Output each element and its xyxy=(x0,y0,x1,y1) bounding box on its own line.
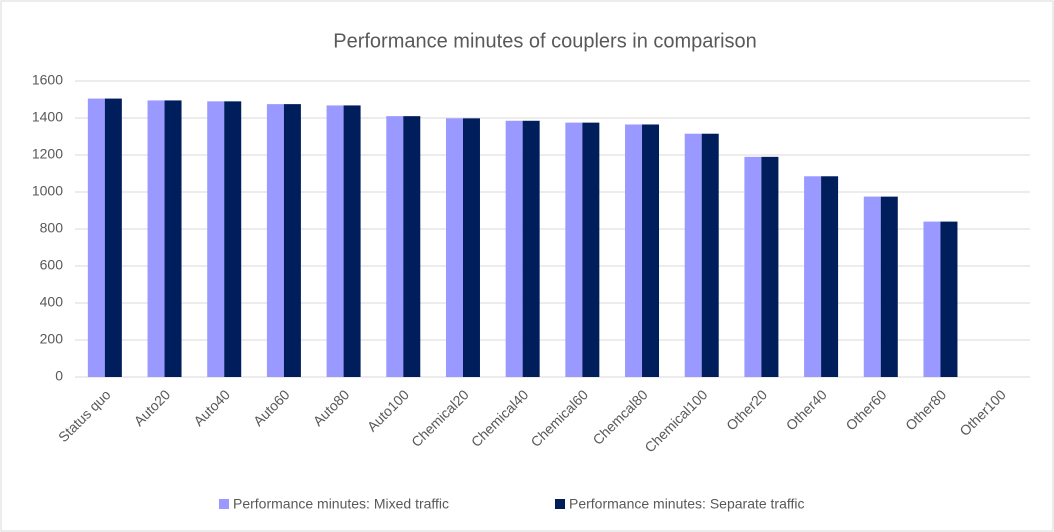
bar xyxy=(761,156,779,377)
bar xyxy=(207,101,225,377)
bar xyxy=(744,156,762,377)
legend-label: Performance minutes: Separate traffic xyxy=(569,496,805,512)
y-tick-label: 400 xyxy=(40,294,64,310)
bar xyxy=(522,120,540,378)
bar xyxy=(224,101,242,377)
bar xyxy=(923,221,941,377)
bar xyxy=(940,221,958,377)
bar xyxy=(684,133,702,377)
bar xyxy=(386,116,404,378)
bar xyxy=(582,122,600,377)
bar xyxy=(462,118,480,378)
bar xyxy=(880,196,898,377)
y-tick-label: 1000 xyxy=(32,183,63,199)
legend-label: Performance minutes: Mixed traffic xyxy=(233,496,449,512)
chart-title: Performance minutes of couplers in compa… xyxy=(333,30,757,52)
bar xyxy=(104,98,122,377)
legend-swatch xyxy=(219,499,229,509)
bar xyxy=(863,196,881,377)
bar xyxy=(701,133,719,377)
y-tick-label: 1200 xyxy=(32,146,63,162)
bar xyxy=(266,104,284,377)
y-tick-label: 600 xyxy=(40,257,64,273)
y-tick-label: 1600 xyxy=(32,72,63,88)
bar xyxy=(505,120,523,378)
bar xyxy=(87,98,105,377)
bar xyxy=(642,124,660,377)
bar xyxy=(625,124,643,377)
y-tick-label: 0 xyxy=(55,368,63,384)
bar xyxy=(804,176,822,377)
bar xyxy=(821,176,839,377)
y-tick-label: 200 xyxy=(40,331,64,347)
y-tick-label: 800 xyxy=(40,220,64,236)
legend-swatch xyxy=(555,499,565,509)
bar xyxy=(565,122,583,377)
bar xyxy=(147,100,165,378)
bar xyxy=(343,105,361,378)
bar xyxy=(445,118,463,378)
bar xyxy=(403,116,421,378)
bar xyxy=(326,105,344,378)
bar xyxy=(164,100,182,378)
y-tick-label: 1400 xyxy=(32,109,63,125)
bar xyxy=(283,104,301,377)
